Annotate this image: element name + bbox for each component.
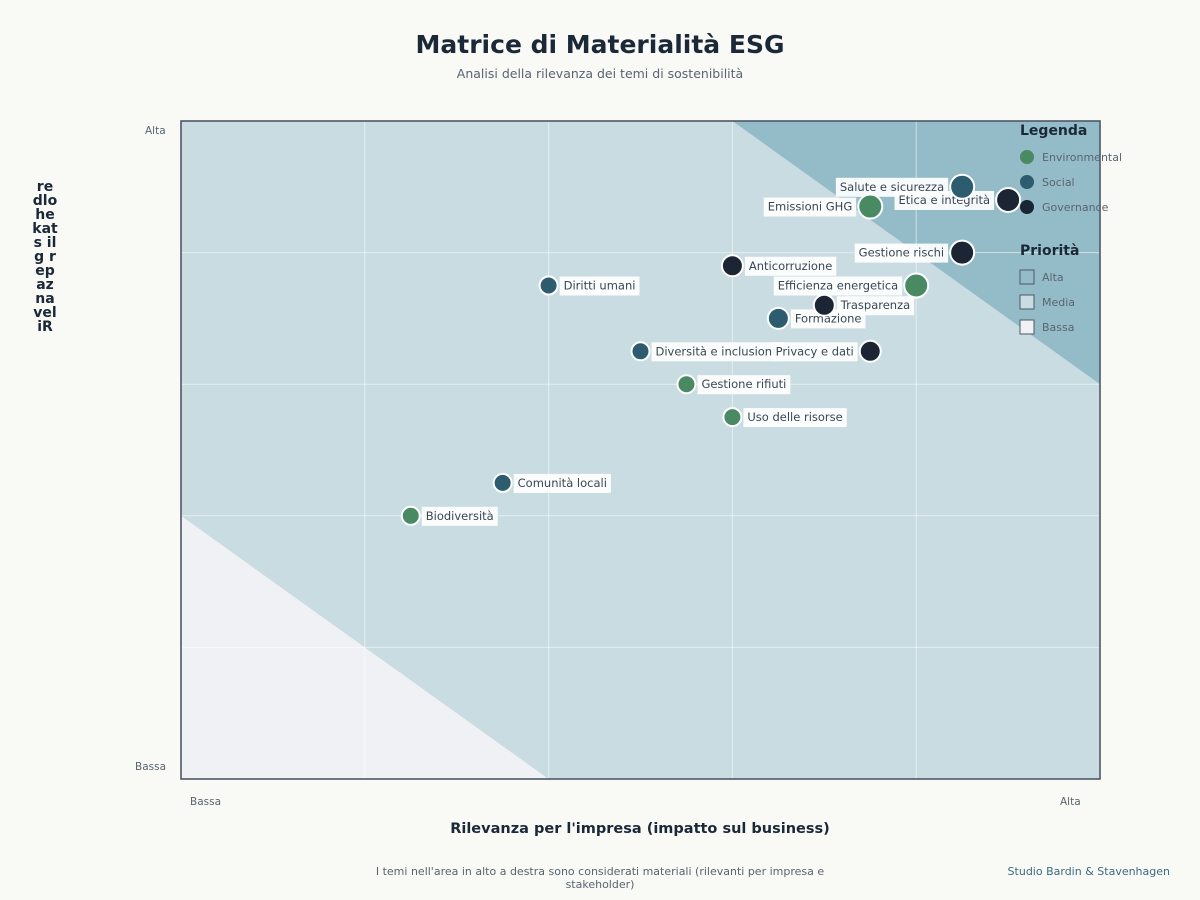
- point-label: Emissioni GHG: [768, 200, 853, 214]
- point-label-bg: [743, 408, 847, 428]
- point-marker: [766, 306, 790, 330]
- point-label-group: Diversità e inclusione: [651, 342, 784, 362]
- point-label-bg: [744, 256, 837, 276]
- point-marker: [722, 407, 743, 428]
- legend-label: Social: [1042, 176, 1075, 189]
- point-marker: [492, 472, 513, 493]
- legend-label: Governance: [1042, 201, 1109, 214]
- legend-swatch: [1019, 319, 1035, 335]
- point-marker: [858, 339, 882, 363]
- point-label-bg: [790, 309, 866, 329]
- point-marker: [676, 374, 697, 395]
- legend-marker: [1020, 175, 1034, 189]
- point-label: Gestione rischi: [859, 246, 944, 260]
- point-label-bg: [559, 276, 640, 296]
- point-label-group: Privacy e dati: [771, 342, 858, 362]
- point-label-group: Uso delle risorse: [743, 408, 847, 428]
- point-marker: [720, 254, 744, 278]
- footnote: I temi nell'area in alto a destra sono c…: [375, 865, 825, 891]
- point-label-group: Biodiversità: [421, 506, 498, 526]
- credit: Studio Bardin & Stavenhagen: [1007, 865, 1170, 878]
- point-label-group: Emissioni GHG: [763, 197, 857, 217]
- points: [400, 173, 1022, 526]
- chart-subtitle: Analisi della rilevanza dei temi di sost…: [456, 66, 744, 81]
- point-label-group: Efficienza energetica: [773, 276, 903, 296]
- point-label-group: Formazione: [790, 309, 866, 329]
- point-label: Diversità e inclusione: [656, 344, 780, 358]
- point-marker: [400, 505, 421, 526]
- point-label: Privacy e dati: [776, 344, 854, 358]
- point-marker: [903, 272, 930, 299]
- point-label: Anticorruzione: [749, 259, 832, 273]
- point-label-bg: [854, 243, 949, 263]
- point-label-group: Etica e integrità: [894, 190, 995, 210]
- legend-marker: [1020, 200, 1034, 214]
- legend-label: Alta: [1042, 271, 1064, 284]
- y-tick-low: Bassa: [135, 761, 167, 773]
- point-label: Trasparenza: [840, 298, 910, 312]
- legend-label: Environmental: [1042, 151, 1122, 164]
- plot-frame: [180, 120, 1101, 780]
- legend-marker: [1020, 150, 1034, 164]
- point-label-bg: [421, 506, 498, 526]
- point-marker: [857, 193, 884, 220]
- point-label-group: Anticorruzione: [744, 256, 837, 276]
- point-label: Biodiversità: [426, 509, 494, 523]
- point-label-group: Gestione rischi: [854, 243, 949, 263]
- legend-label: Media: [1042, 296, 1075, 309]
- point-label: Diritti umani: [564, 279, 636, 293]
- point-label: Uso delle risorse: [747, 410, 842, 424]
- point-marker: [949, 173, 976, 200]
- point-marker: [949, 239, 976, 266]
- point-label: Etica e integrità: [899, 193, 991, 207]
- point-label: Formazione: [795, 311, 862, 325]
- legend-label: Bassa: [1042, 321, 1075, 334]
- point-label-group: Comunità locali: [513, 473, 611, 493]
- point-label-bg: [697, 375, 791, 395]
- point-label-group: Gestione rifiuti: [697, 375, 791, 395]
- point-label: Comunità locali: [518, 476, 607, 490]
- point-label-bg: [651, 342, 784, 362]
- point-label-bg: [771, 342, 858, 362]
- point-label-bg: [513, 473, 611, 493]
- point-label: Efficienza energetica: [778, 279, 898, 293]
- point-marker: [630, 341, 651, 362]
- x-axis-label: Rilevanza per l'impresa (impatto sul bus…: [450, 821, 830, 837]
- x-tick-high: Alta: [1060, 796, 1081, 808]
- x-tick-low: Bassa: [190, 796, 222, 808]
- point-label-group: Diritti umani: [559, 276, 640, 296]
- legend-swatch: [1019, 294, 1035, 310]
- point-label: Salute e sicurezza: [840, 180, 944, 194]
- legend-title: Legenda: [1020, 123, 1087, 139]
- chart-title: Matrice di Materialità ESG: [415, 30, 785, 59]
- legend-priority-title: Priorità: [1020, 243, 1079, 259]
- point-marker: [812, 293, 836, 317]
- point-label-bg: [763, 197, 857, 217]
- point-marker: [538, 275, 559, 296]
- y-axis-label: redlohekats ilg rep aznaveliR: [32, 179, 60, 335]
- point-label: Gestione rifiuti: [701, 377, 786, 391]
- legend-swatch: [1019, 269, 1035, 285]
- legend: Legenda Environmental Social Governance Prio…: [1019, 123, 1122, 335]
- y-tick-high: Alta: [145, 125, 166, 137]
- point-label-bg: [773, 276, 903, 296]
- point-marker: [995, 186, 1022, 213]
